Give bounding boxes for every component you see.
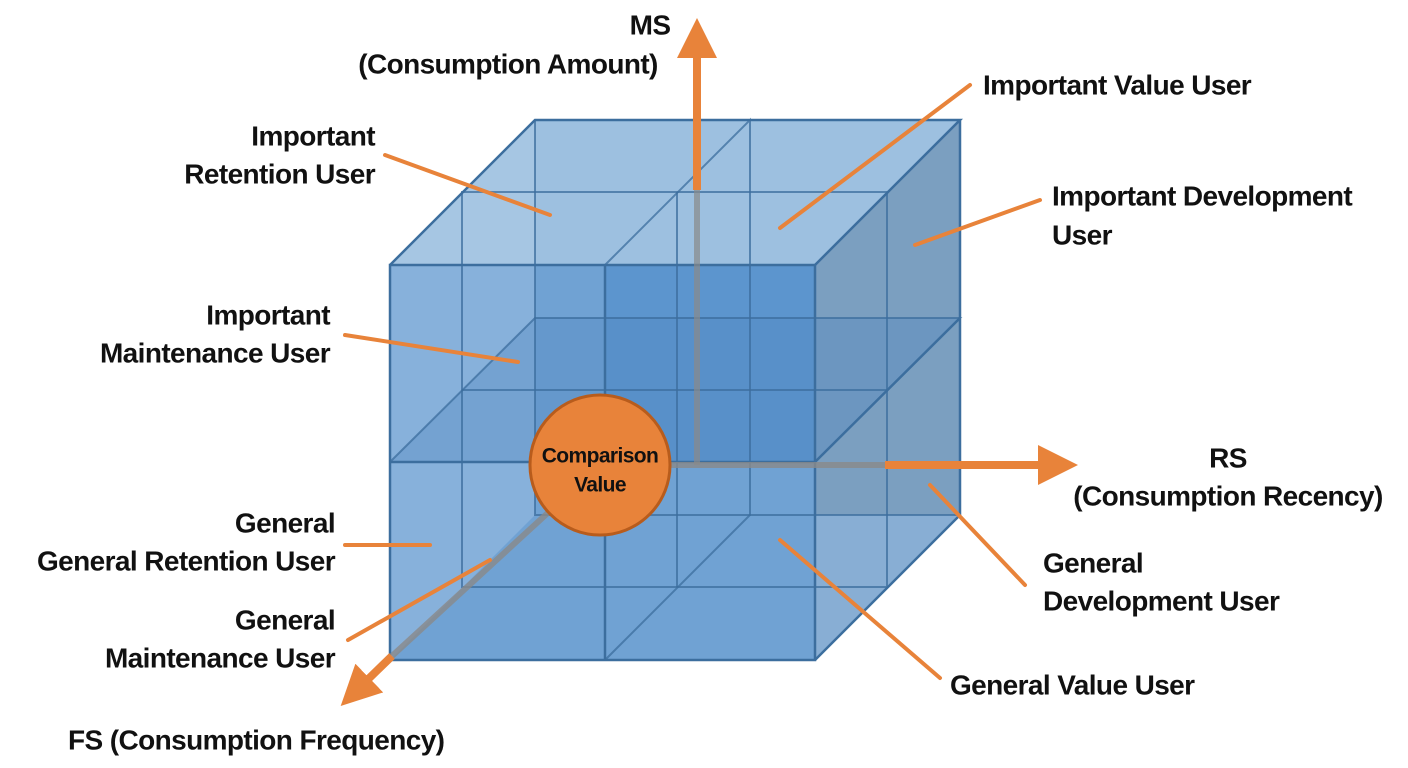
comparison-circle: [528, 393, 672, 537]
segment-label: Important Value User: [983, 69, 1252, 100]
segment-label: General Retention User: [37, 545, 336, 576]
axis-label: MS: [630, 9, 671, 40]
segment-label: General: [1043, 547, 1143, 578]
segment-label: Retention User: [184, 158, 375, 189]
leader-line: [346, 558, 492, 642]
segment-label: Important: [251, 120, 375, 151]
cube: [388, 117, 964, 662]
segment-label: General: [235, 604, 335, 635]
leader-line: [343, 333, 520, 364]
segment-label: General: [235, 507, 335, 538]
segment-label: Important Development: [1052, 180, 1352, 211]
center-label: Value: [574, 474, 626, 497]
segment-label: Maintenance User: [105, 642, 336, 673]
fs-axis-arrow: [340, 653, 395, 706]
segment-label: Important: [206, 299, 330, 330]
axis-label: (Consumption Recency): [1073, 480, 1382, 511]
segment-label: Maintenance User: [100, 337, 331, 368]
leader-line: [928, 483, 1027, 587]
axis-label: RS: [1209, 442, 1247, 473]
center-label: Comparison: [542, 445, 659, 468]
top-edge: [389, 118, 964, 266]
axis-label: (Consumption Amount): [358, 48, 658, 79]
leader-line: [778, 538, 942, 680]
right-mid: [814, 317, 961, 463]
leader-line: [778, 83, 972, 230]
leader-line: [383, 153, 552, 217]
leader-lines: [343, 83, 1042, 680]
axis-label: FS (Consumption Frequency): [68, 724, 444, 755]
segment-label: General Value User: [950, 669, 1195, 700]
dividers: [389, 117, 963, 661]
back-edge: [534, 120, 960, 516]
segment-label: User: [1052, 219, 1113, 250]
segment-label: Development User: [1043, 585, 1280, 616]
leader-line: [913, 198, 1042, 247]
